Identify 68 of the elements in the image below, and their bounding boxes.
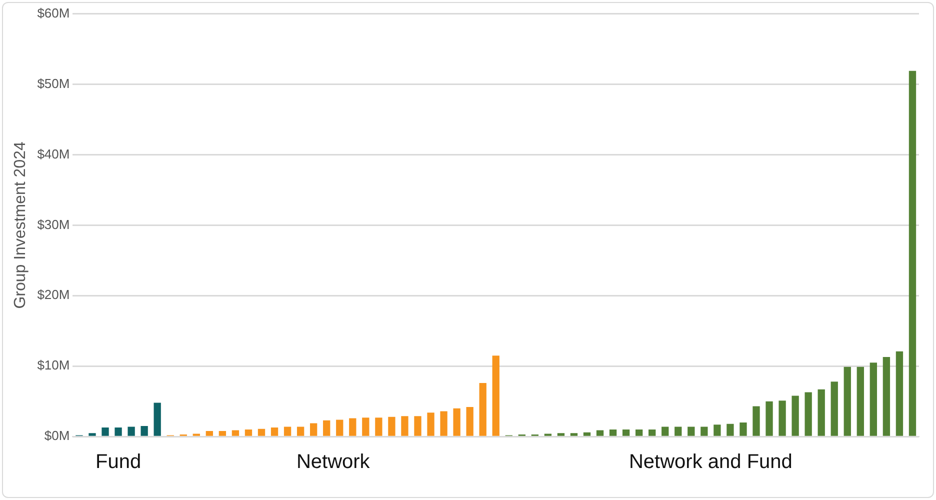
bar: [154, 402, 161, 436]
bar: [557, 433, 565, 436]
bar: [570, 433, 578, 436]
bar: [792, 396, 799, 436]
bar: [206, 430, 214, 436]
bar: [700, 426, 708, 436]
bar: [804, 392, 812, 436]
bar: [882, 356, 890, 436]
bar: [844, 366, 851, 436]
y-tick-label: $30M: [37, 216, 70, 232]
bar: [908, 70, 916, 436]
bar: [492, 356, 500, 436]
bar: [726, 424, 734, 436]
y-tick-label: $40M: [37, 146, 70, 162]
series-label: Network and Fund: [628, 451, 792, 474]
bar: [114, 427, 122, 436]
bar: [375, 418, 382, 436]
bar: [870, 362, 878, 436]
bar: [323, 420, 330, 436]
bar: [688, 426, 695, 436]
y-tick-label: $20M: [37, 287, 70, 302]
bar: [466, 407, 474, 436]
y-tick-label: $60M: [37, 5, 70, 20]
bar: [401, 416, 408, 436]
bar: [740, 422, 747, 436]
y-tick-label: $50M: [37, 76, 70, 91]
bar: [583, 432, 591, 436]
bar: [453, 408, 460, 436]
bar: [427, 412, 434, 436]
bar: [244, 430, 252, 436]
bar: [310, 423, 318, 436]
y-tick-label: $0M: [44, 428, 70, 444]
bar: [102, 427, 109, 436]
bar: [596, 430, 604, 436]
bar: [349, 418, 356, 436]
bar: [479, 383, 486, 436]
series-label: Fund: [95, 451, 142, 474]
bar: [232, 430, 240, 436]
bar: [88, 433, 96, 436]
y-tick-label: $10M: [37, 358, 70, 373]
bar: [284, 426, 292, 436]
bar: [856, 366, 864, 436]
bar: [752, 406, 760, 436]
bar: [778, 400, 786, 436]
bar: [362, 418, 370, 436]
bar: [635, 430, 643, 436]
bar: [270, 427, 278, 436]
series-label: Network: [296, 451, 371, 474]
bar: [336, 420, 344, 436]
bar: [896, 351, 904, 436]
bar: [622, 430, 630, 436]
bar: [830, 382, 838, 436]
bar: [766, 401, 773, 436]
bar: [414, 416, 422, 436]
bar: [609, 430, 617, 436]
bar: [140, 426, 148, 436]
bar: [714, 424, 721, 436]
bar: [648, 430, 656, 436]
bar: [388, 416, 396, 436]
bar: [218, 430, 226, 436]
bar: [818, 389, 825, 436]
bar: [128, 426, 135, 436]
bar: [662, 426, 669, 436]
bar: [440, 411, 448, 436]
bar: [296, 426, 304, 436]
y-axis-title: Group Investment 2024: [12, 141, 30, 309]
bar: [674, 426, 682, 436]
bar: [258, 428, 266, 436]
